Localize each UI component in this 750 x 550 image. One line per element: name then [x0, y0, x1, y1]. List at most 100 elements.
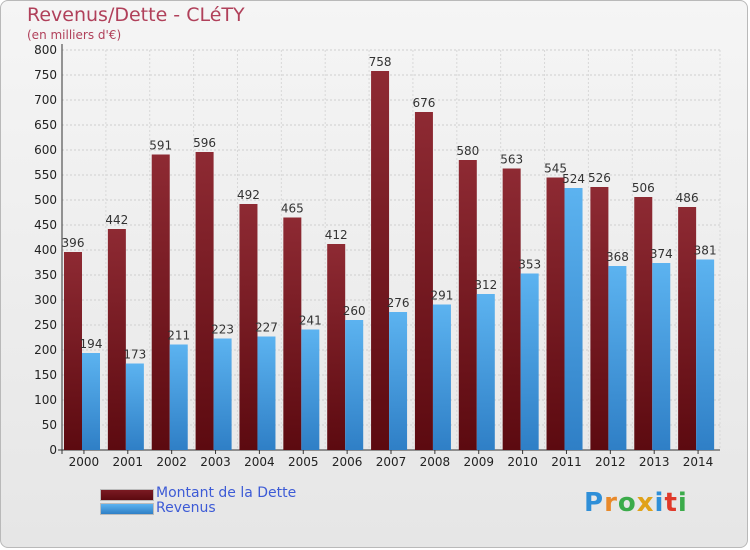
logo-letter: t: [664, 488, 678, 518]
value-labels: 396 194 442 173 591 211 596 223 492 227 465 241 412 2…: [62, 55, 717, 362]
x-tick-label: 2013: [639, 455, 670, 469]
y-tick-label: 300: [34, 293, 57, 307]
y-tick-label: 750: [34, 68, 57, 82]
x-tick-label: 2007: [376, 455, 407, 469]
bar-debt: [590, 187, 609, 450]
bars: [64, 71, 715, 450]
bar-debt: [458, 160, 477, 450]
chart-subtitle: (en milliers d'€): [27, 28, 122, 42]
x-tick-label: 2005: [288, 455, 319, 469]
logo-letter: P: [584, 488, 605, 518]
value-label-debt: 506: [632, 181, 655, 195]
x-tick-label: 2006: [332, 455, 363, 469]
logo-letter: r: [604, 488, 618, 518]
value-label-revenue: 368: [606, 250, 629, 264]
value-label-revenue: 223: [211, 323, 234, 337]
chart-title: Revenus/Dette - CLéTY: [27, 4, 245, 26]
bar-revenue: [652, 263, 671, 450]
value-label-revenue: 194: [80, 337, 103, 351]
x-tick-label: 2010: [507, 455, 538, 469]
bar-revenue: [345, 320, 364, 450]
bar-revenue: [476, 294, 495, 450]
value-label-revenue: 312: [474, 278, 497, 292]
value-label-debt: 563: [500, 153, 523, 167]
y-tick-label: 400: [34, 243, 57, 257]
value-label-debt: 396: [62, 236, 85, 250]
x-tick-label: 2011: [551, 455, 582, 469]
logo-letter: i: [654, 488, 665, 518]
value-label-revenue: 227: [255, 321, 278, 335]
value-label-revenue: 374: [650, 247, 673, 261]
x-tick-label: 2004: [244, 455, 275, 469]
bar-debt: [371, 71, 390, 450]
legend-swatch-debt: [100, 489, 154, 501]
bar-revenue: [696, 259, 715, 450]
bar-debt: [327, 244, 346, 450]
y-tick-label: 200: [34, 343, 57, 357]
x-tick-label: 2008: [420, 455, 451, 469]
y-tick-label: 600: [34, 143, 57, 157]
value-label-debt: 486: [676, 191, 699, 205]
value-label-revenue: 173: [123, 348, 146, 362]
y-tick-label: 50: [42, 418, 57, 432]
value-label-revenue: 291: [430, 289, 453, 303]
bar-debt: [546, 177, 565, 450]
logo-letter: o: [617, 488, 637, 518]
bar-revenue: [82, 353, 100, 450]
x-tick-label: 2009: [463, 455, 494, 469]
bar-revenue: [564, 188, 583, 450]
value-label-revenue: 211: [167, 329, 190, 343]
value-label-revenue: 353: [518, 258, 541, 272]
bar-debt: [414, 112, 433, 450]
y-tick-label: 450: [34, 218, 57, 232]
legend-swatch-revenue: [100, 503, 154, 515]
logo-letter: x: [636, 488, 655, 518]
logo-letter: i: [677, 488, 688, 518]
bar-debt: [239, 204, 258, 450]
y-tick-label: 500: [34, 193, 57, 207]
bar-revenue: [608, 266, 627, 450]
bar-debt: [283, 217, 302, 450]
x-tick-label: 2000: [69, 455, 100, 469]
bar-debt: [502, 168, 521, 450]
bar-debt: [107, 229, 126, 450]
y-tick-label: 700: [34, 93, 57, 107]
value-label-debt: 545: [544, 162, 567, 176]
y-tick-label: 150: [34, 368, 57, 382]
y-tick-label: 800: [34, 43, 57, 57]
value-label-debt: 412: [325, 228, 348, 242]
y-tick-label: 650: [34, 118, 57, 132]
value-label-revenue: 524: [562, 172, 585, 186]
value-label-debt: 526: [588, 171, 611, 185]
y-tick-label: 550: [34, 168, 57, 182]
value-label-revenue: 276: [387, 296, 410, 310]
bar-debt: [195, 152, 214, 450]
bar-debt: [64, 252, 82, 450]
x-tick-label: 2012: [595, 455, 626, 469]
bar-debt: [678, 207, 697, 450]
value-label-debt: 442: [105, 213, 128, 227]
x-tick-label: 2001: [113, 455, 144, 469]
bar-revenue: [257, 336, 276, 450]
proxiti-logo: Proxiti: [584, 488, 688, 518]
value-label-revenue: 381: [694, 244, 717, 258]
value-label-debt: 596: [193, 136, 216, 150]
bar-debt: [151, 154, 170, 450]
x-tick-label: 2002: [156, 455, 187, 469]
bar-debt: [634, 197, 653, 450]
bar-revenue: [520, 273, 539, 450]
value-label-debt: 465: [281, 202, 304, 216]
bar-revenue: [169, 344, 188, 450]
bar-revenue: [213, 338, 232, 450]
bar-revenue: [432, 304, 451, 450]
bar-revenue: [389, 312, 408, 450]
value-label-debt: 580: [456, 144, 479, 158]
y-tick-label: 250: [34, 318, 57, 332]
value-label-revenue: 241: [299, 314, 322, 328]
value-label-revenue: 260: [343, 304, 366, 318]
x-tick-label: 2014: [683, 455, 714, 469]
y-tick-label: 0: [49, 443, 57, 457]
value-label-debt: 758: [369, 55, 392, 69]
y-tick-label: 350: [34, 268, 57, 282]
